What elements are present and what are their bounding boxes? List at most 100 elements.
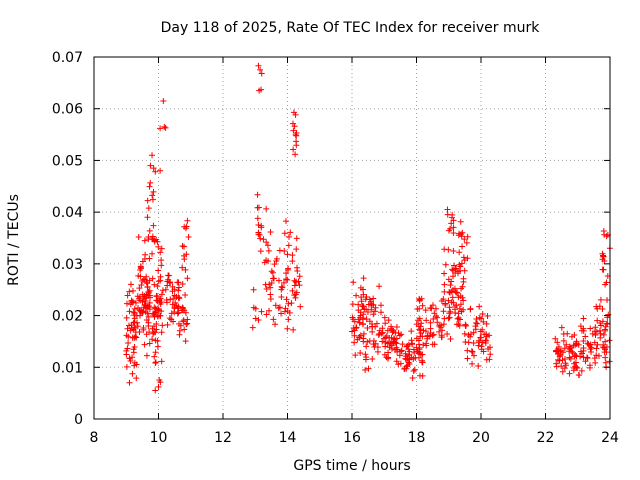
roti-point-marker [152,168,159,175]
roti-point-marker [157,167,164,174]
roti-point-marker [441,315,448,322]
roti-point-marker [426,333,433,340]
roti-point-marker [151,304,158,311]
roti-point-marker [293,130,300,137]
roti-point-marker [150,165,157,172]
roti-point-marker [563,341,570,348]
roti-point-marker [157,312,164,319]
roti-point-marker [576,372,583,379]
roti-point-marker [150,330,157,337]
roti-point-marker [284,276,291,283]
y-tick-labels: 0 0.01 0.02 0.03 0.04 0.05 0.06 0.07 [52,50,83,428]
roti-point-marker [446,310,453,317]
roti-point-marker [580,338,587,345]
roti-point-marker [271,261,278,268]
roti-point-marker [285,233,292,240]
roti-point-marker [444,206,451,213]
roti-point-marker [181,223,188,230]
roti-point-marker [370,311,377,318]
roti-point-marker [124,325,131,332]
roti-point-marker [458,231,465,238]
roti-point-marker [462,321,469,328]
roti-point-marker [572,363,579,370]
roti-point-marker [146,227,153,234]
roti-point-marker [362,356,369,363]
roti-point-marker [370,341,377,348]
roti-point-marker [398,331,405,338]
roti-point-marker [562,362,569,369]
roti-point-marker [359,303,366,310]
roti-point-marker [144,280,151,287]
roti-point-marker [476,314,483,321]
roti-point-marker [350,279,357,286]
roti-point-marker [367,298,374,305]
roti-point-marker [374,348,381,355]
roti-point-marker [480,348,487,355]
roti-point-marker [285,316,292,323]
roti-point-marker [359,321,366,328]
roti-point-marker [158,257,165,264]
roti-point-marker [606,337,613,344]
roti-point-marker [134,323,141,330]
roti-point-marker [183,321,190,328]
roti-point-marker [294,267,301,274]
roti-point-marker [254,204,261,211]
roti-point-marker [256,231,263,238]
roti-point-marker [158,308,165,315]
roti-point-marker [467,305,474,312]
roti-point-marker [416,326,423,333]
roti-point-marker [556,357,563,364]
roti-point-marker [275,305,282,312]
roti-point-marker [126,355,133,362]
roti-point-marker [131,359,138,366]
roti-point-marker [452,289,459,296]
roti-point-marker [377,302,384,309]
roti-point-marker [272,302,279,309]
roti-point-marker [149,196,156,203]
roti-point-marker [157,249,164,256]
roti-point-marker [360,275,367,282]
roti-point-marker [427,304,434,311]
roti-point-marker [451,262,458,269]
roti-point-marker [416,315,423,322]
roti-point-marker [152,360,159,367]
roti-point-marker [396,352,403,359]
roti-point-marker [270,275,277,282]
roti-point-marker [561,365,568,372]
roti-point-marker [460,275,467,282]
roti-point-marker [281,248,288,255]
roti-point-marker [427,319,434,326]
roti-point-marker [154,283,161,290]
roti-point-marker [398,348,405,355]
roti-point-marker [566,370,573,377]
roti-point-marker [370,301,377,308]
roti-point-marker [181,326,188,333]
roti-point-marker [290,326,297,333]
roti-point-marker [126,379,133,386]
roti-point-marker [453,321,460,328]
roti-point-marker [263,205,270,212]
roti-point-marker [143,317,150,324]
roti-point-marker [288,300,295,307]
roti-point-marker [144,214,151,221]
roti-point-marker [468,348,475,355]
roti-point-marker [479,339,486,346]
roti-point-marker [464,347,471,354]
roti-point-marker [133,319,140,326]
roti-point-marker [418,320,425,327]
roti-point-marker [420,341,427,348]
roti-point-marker [382,320,389,327]
roti-point-marker [463,239,470,246]
roti-point-marker [555,343,562,350]
roti-point-marker [357,350,364,357]
roti-point-marker [580,315,587,322]
roti-point-marker [142,295,149,302]
roti-point-marker [184,217,191,224]
roti-point-marker [587,341,594,348]
roti-point-marker [469,360,476,367]
roti-point-marker [127,281,134,288]
roti-point-marker [174,310,181,317]
roti-point-marker [157,301,164,308]
roti-point-marker [368,320,375,327]
roti-point-marker [153,309,160,316]
